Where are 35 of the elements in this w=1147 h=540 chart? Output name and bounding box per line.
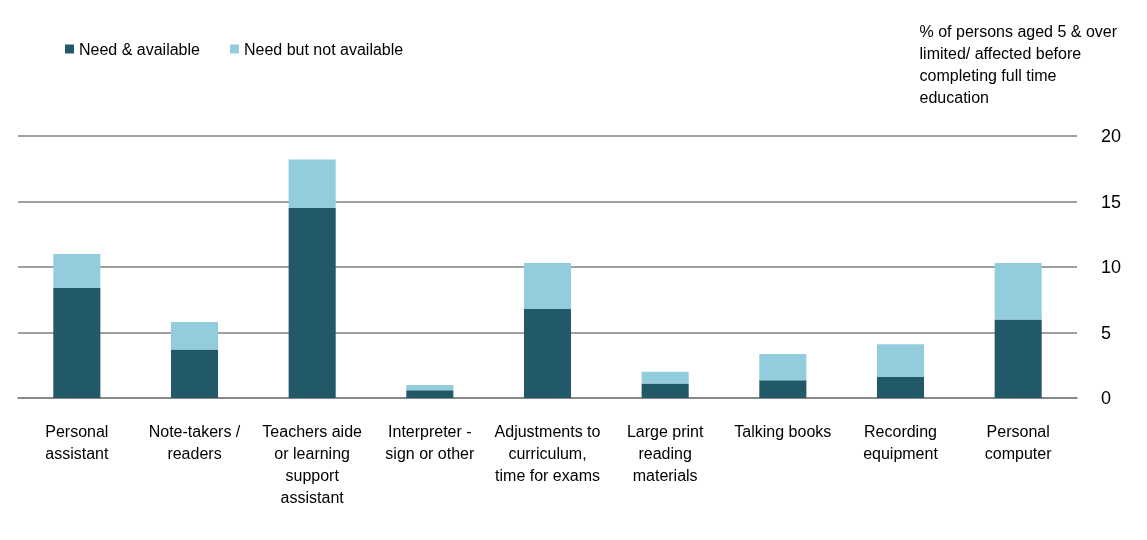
y-tick-label: 15 bbox=[1101, 191, 1122, 212]
bar bbox=[876, 344, 925, 378]
legend-label: Need but not available bbox=[243, 40, 404, 58]
x-tick-label: Personal assistant bbox=[45, 422, 109, 462]
bar bbox=[170, 349, 219, 398]
x-tick-label: Talking books bbox=[734, 422, 832, 440]
x-tick-label: Teachers aide or learning support assistant bbox=[262, 422, 363, 506]
bar bbox=[288, 208, 336, 398]
y-axis-title: % of persons aged 5 & over limited/ affected before completing full time education bbox=[919, 22, 1118, 106]
bar bbox=[53, 287, 101, 398]
x-tick-label: Adjustments to curriculum, time for exams bbox=[494, 422, 601, 484]
bar bbox=[406, 390, 454, 398]
x-tick-label: Personal computer bbox=[984, 422, 1053, 462]
bar bbox=[641, 371, 689, 384]
bar bbox=[53, 253, 101, 288]
bar bbox=[759, 354, 807, 381]
bar bbox=[523, 308, 572, 398]
bar bbox=[994, 263, 1042, 320]
bar bbox=[288, 159, 336, 209]
bar bbox=[994, 319, 1042, 398]
bar bbox=[523, 263, 572, 309]
y-tick-label: 0 bbox=[1101, 388, 1112, 408]
y-tick-label: 5 bbox=[1101, 322, 1112, 343]
y-tick-label: 20 bbox=[1101, 126, 1122, 146]
bar bbox=[876, 377, 925, 398]
x-tick-label: Interpreter - sign or other bbox=[385, 422, 475, 462]
bar bbox=[641, 383, 689, 398]
x-tick-label: Recording equipment bbox=[863, 422, 939, 462]
bar bbox=[406, 384, 454, 391]
bar bbox=[170, 322, 219, 350]
legend-label: Need & available bbox=[79, 40, 201, 58]
x-tick-label: Note-takers / readers bbox=[148, 422, 241, 462]
x-tick-label: Large print reading materials bbox=[626, 422, 704, 484]
bar bbox=[759, 380, 807, 398]
y-tick-label: 10 bbox=[1101, 257, 1122, 277]
